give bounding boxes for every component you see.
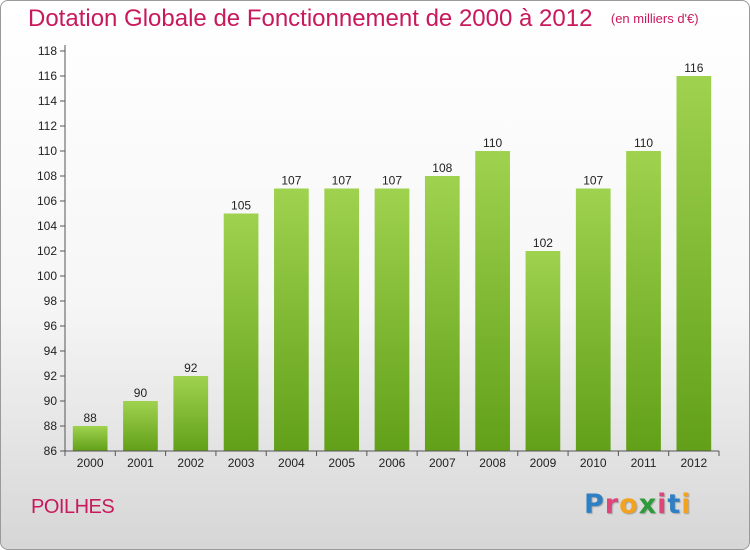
labels-group: 86 88 90 92 94 96 98 100 102 104 106 108 110 112 114 11… — [37, 44, 708, 470]
bars-group — [72, 76, 712, 451]
bar — [324, 188, 360, 451]
logo-letter: P — [584, 489, 605, 520]
data-label: 107 — [382, 174, 402, 188]
y-tick-label: 94 — [44, 344, 58, 358]
bar — [123, 401, 158, 451]
x-tick-label: 2001 — [127, 456, 154, 470]
data-label: 107 — [281, 174, 301, 188]
bar — [525, 251, 561, 451]
bar — [626, 151, 661, 451]
x-tick-label: 2009 — [530, 456, 557, 470]
data-label: 105 — [231, 199, 251, 213]
data-label: 108 — [432, 161, 452, 175]
bar — [72, 426, 108, 451]
x-tick-label: 2008 — [479, 456, 506, 470]
y-tick-label: 108 — [37, 169, 57, 183]
data-label: 90 — [134, 386, 148, 400]
x-tick-label: 2007 — [429, 456, 456, 470]
chart-title: Dotation Globale de Fonctionnement de 20… — [28, 5, 593, 32]
y-tick-label: 100 — [37, 269, 57, 283]
data-label: 102 — [533, 236, 553, 250]
x-tick-label: 2000 — [77, 456, 104, 470]
y-tick-label: 90 — [44, 394, 58, 408]
data-label: 88 — [83, 411, 97, 425]
bar — [223, 213, 259, 451]
y-tick-label: 112 — [38, 119, 57, 133]
y-tick-label: 110 — [38, 144, 57, 158]
chart-unit: (en milliers d'€) — [610, 11, 699, 26]
title-row: Dotation Globale de Fonctionnement de 20… — [28, 5, 699, 33]
y-tick-label: 98 — [44, 294, 58, 308]
bar — [424, 176, 460, 451]
y-tick-label: 118 — [38, 44, 57, 58]
bar — [274, 188, 309, 451]
y-tick-label: 116 — [38, 69, 57, 83]
y-tick-label: 92 — [44, 369, 58, 383]
y-tick-label: 86 — [44, 444, 58, 458]
logo-letter: o — [619, 489, 639, 520]
bar — [676, 76, 712, 451]
bar — [374, 188, 410, 451]
data-label: 110 — [483, 136, 502, 150]
bar — [575, 188, 611, 451]
x-tick-label: 2010 — [580, 456, 607, 470]
y-tick-label: 104 — [37, 219, 57, 233]
data-label: 116 — [684, 61, 703, 75]
y-tick-label: 114 — [38, 94, 57, 108]
x-tick-label: 2012 — [680, 456, 707, 470]
x-tick-label: 2006 — [379, 456, 406, 470]
data-label: 107 — [332, 174, 352, 188]
logo-letter: t — [667, 489, 682, 520]
x-tick-label: 2003 — [228, 456, 255, 470]
x-tick-label: 2002 — [177, 456, 204, 470]
logo-letter: i — [657, 489, 668, 520]
data-label: 107 — [583, 174, 603, 188]
y-tick-label: 102 — [37, 244, 57, 258]
logo-letter: x — [638, 489, 658, 520]
x-tick-label: 2011 — [631, 456, 657, 470]
x-tick-label: 2004 — [278, 456, 305, 470]
commune-name: POILHES — [31, 496, 115, 518]
axes-group — [60, 45, 720, 456]
y-tick-label: 96 — [44, 319, 58, 333]
proxiti-logo[interactable]: Proxiti — [584, 489, 692, 520]
data-label: 92 — [184, 361, 198, 375]
y-tick-label: 88 — [44, 419, 58, 433]
y-tick-label: 106 — [37, 194, 57, 208]
bar — [173, 376, 209, 451]
bar — [475, 151, 510, 451]
x-tick-label: 2005 — [328, 456, 355, 470]
data-label: 110 — [634, 136, 653, 150]
logo-letter: i — [681, 489, 692, 520]
logo-letter: r — [604, 489, 620, 520]
